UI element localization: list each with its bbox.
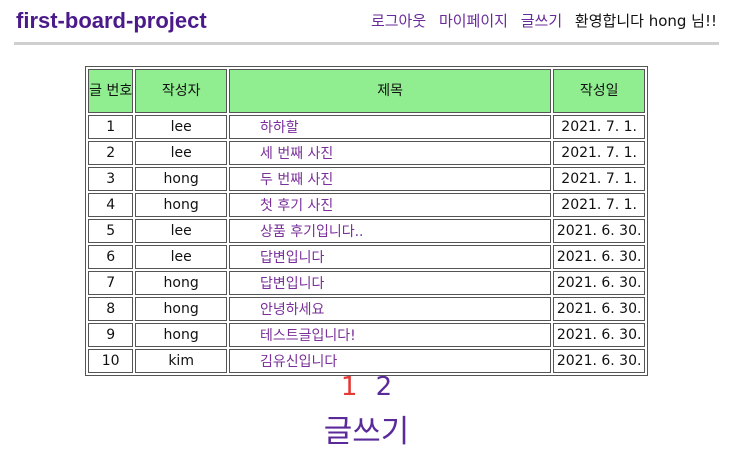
post-date: 2021. 6. 30.	[553, 323, 645, 347]
post-number: 8	[88, 297, 134, 321]
post-title-cell: 두 번째 사진	[228, 167, 552, 191]
post-author: hong	[135, 323, 227, 347]
page-current: 1	[340, 372, 358, 402]
write-link[interactable]: 글쓰기	[520, 12, 563, 30]
post-title-cell: 하하할	[228, 115, 552, 139]
post-title-link[interactable]: 안녕하세요	[259, 302, 325, 318]
post-author: lee	[135, 115, 227, 139]
table-row: 3 hong 두 번째 사진 2021. 7. 1.	[88, 167, 645, 191]
post-number: 5	[88, 219, 134, 243]
post-title-link[interactable]: 첫 후기 사진	[259, 198, 334, 214]
post-date: 2021. 7. 1.	[553, 141, 645, 165]
post-date: 2021. 7. 1.	[553, 193, 645, 217]
post-number: 3	[88, 167, 134, 191]
post-title-link[interactable]: 테스트글입니다!	[259, 328, 356, 344]
table-row: 7 hong 답변입니다 2021. 6. 30.	[88, 271, 645, 295]
write-post-link[interactable]: 글쓰기	[323, 414, 410, 450]
post-author: lee	[135, 219, 227, 243]
post-number: 6	[88, 245, 134, 269]
board-body: 1 lee 하하할 2021. 7. 1. 2 lee 세 번째 사진 2021. 7. 1.…	[88, 115, 645, 373]
post-title-cell: 세 번째 사진	[228, 141, 552, 165]
post-author: hong	[135, 193, 227, 217]
post-title-link[interactable]: 두 번째 사진	[259, 172, 334, 188]
post-author: kim	[135, 349, 227, 373]
post-date: 2021. 7. 1.	[553, 167, 645, 191]
post-title-cell: 답변입니다	[228, 271, 552, 295]
write-section: 글쓰기	[0, 406, 733, 451]
top-header: first-board-project 로그아웃 마이페이지 글쓰기 환영합니다…	[14, 6, 719, 45]
post-title-cell: 안녕하세요	[228, 297, 552, 321]
post-title-link[interactable]: 세 번째 사진	[259, 146, 334, 162]
post-title-cell: 첫 후기 사진	[228, 193, 552, 217]
post-title-cell: 상품 후기입니다..	[228, 219, 552, 243]
post-number: 4	[88, 193, 134, 217]
table-row: 5 lee 상품 후기입니다.. 2021. 6. 30.	[88, 219, 645, 243]
welcome-message: 환영합니다 hong 님!!	[574, 12, 717, 30]
brand-link[interactable]: first-board-project	[16, 8, 207, 33]
post-number: 9	[88, 323, 134, 347]
post-author: lee	[135, 141, 227, 165]
post-date: 2021. 6. 30.	[553, 245, 645, 269]
post-date: 2021. 6. 30.	[553, 219, 645, 243]
mypage-link[interactable]: 마이페이지	[438, 12, 508, 30]
post-date: 2021. 7. 1.	[553, 115, 645, 139]
post-title-link[interactable]: 답변입니다	[259, 276, 325, 292]
table-header-row: 글 번호 작성자 제목 작성일	[88, 69, 645, 113]
post-author: hong	[135, 271, 227, 295]
top-nav: 로그아웃 마이페이지 글쓰기 환영합니다 hong 님!!	[371, 10, 717, 31]
post-title-link[interactable]: 답변입니다	[259, 250, 325, 266]
table-row: 9 hong 테스트글입니다! 2021. 6. 30.	[88, 323, 645, 347]
post-title-link[interactable]: 김유신입니다	[259, 354, 338, 370]
page-link-2[interactable]: 2	[375, 372, 393, 402]
post-number: 7	[88, 271, 134, 295]
post-date: 2021. 6. 30.	[553, 271, 645, 295]
post-title-link[interactable]: 상품 후기입니다..	[259, 224, 364, 240]
logout-link[interactable]: 로그아웃	[370, 12, 427, 30]
board-table: 글 번호 작성자 제목 작성일 1 lee 하하할 2021. 7. 1. 2 lee 세 …	[85, 66, 648, 376]
column-header-date: 작성일	[553, 69, 645, 113]
post-author: hong	[135, 297, 227, 321]
column-header-author: 작성자	[135, 69, 227, 113]
table-row: 6 lee 답변입니다 2021. 6. 30.	[88, 245, 645, 269]
post-date: 2021. 6. 30.	[553, 349, 645, 373]
post-number: 10	[88, 349, 134, 373]
pagination: 1 2	[0, 372, 733, 402]
table-row: 8 hong 안녕하세요 2021. 6. 30.	[88, 297, 645, 321]
post-date: 2021. 6. 30.	[553, 297, 645, 321]
post-title-cell: 테스트글입니다!	[228, 323, 552, 347]
table-row: 2 lee 세 번째 사진 2021. 7. 1.	[88, 141, 645, 165]
column-header-no: 글 번호	[88, 69, 134, 113]
column-header-title: 제목	[228, 69, 552, 113]
post-title-cell: 김유신입니다	[228, 349, 552, 373]
post-title-cell: 답변입니다	[228, 245, 552, 269]
post-author: hong	[135, 167, 227, 191]
table-row: 1 lee 하하할 2021. 7. 1.	[88, 115, 645, 139]
post-number: 2	[88, 141, 134, 165]
post-author: lee	[135, 245, 227, 269]
table-row: 10 kim 김유신입니다 2021. 6. 30.	[88, 349, 645, 373]
table-row: 4 hong 첫 후기 사진 2021. 7. 1.	[88, 193, 645, 217]
post-number: 1	[88, 115, 134, 139]
post-title-link[interactable]: 하하할	[259, 120, 299, 136]
